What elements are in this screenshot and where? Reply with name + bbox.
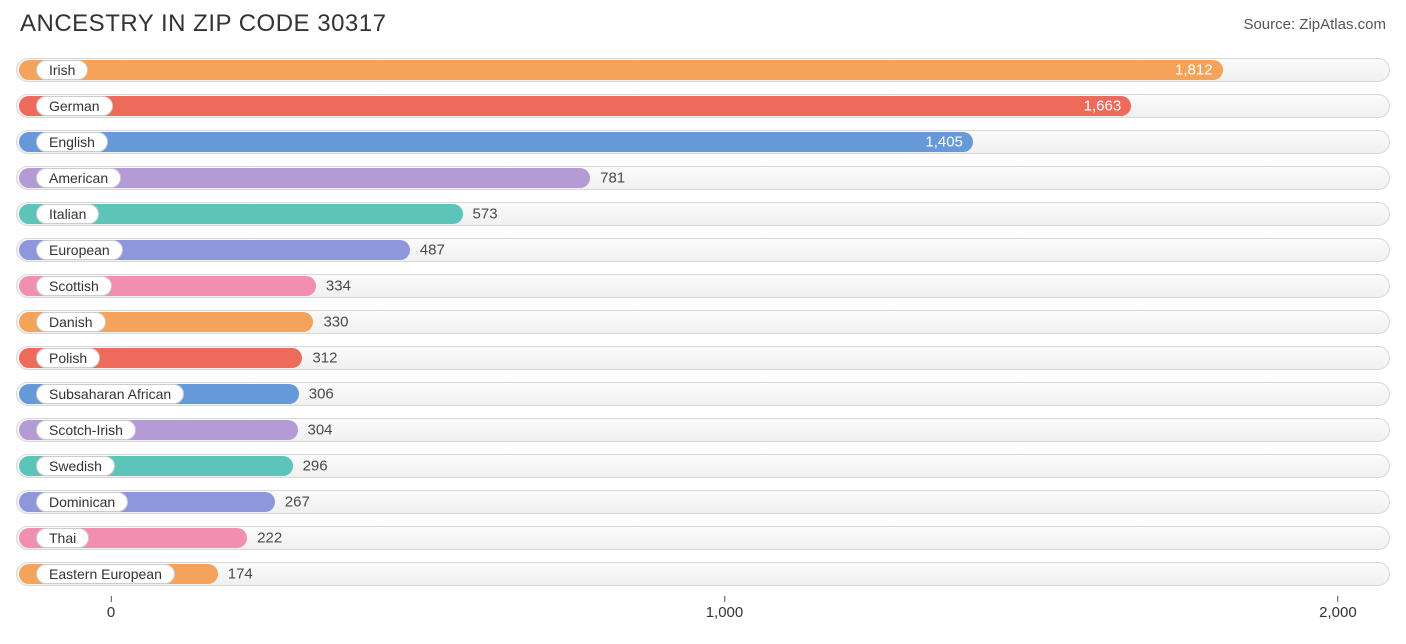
tick-label: 2,000 <box>1319 604 1357 621</box>
bar-value: 1,812 <box>1175 62 1213 79</box>
bar-value: 334 <box>326 278 351 295</box>
bar-value: 1,405 <box>925 134 963 151</box>
bar-label-pill: American <box>36 168 121 188</box>
axis-tick: 2,000 <box>1319 596 1357 621</box>
bar-row: Dominican 267 <box>16 488 1390 516</box>
x-axis: 0 1,000 2,000 <box>16 596 1390 626</box>
bar-value: 573 <box>473 206 498 223</box>
bar-label-pill: Subsaharan African <box>36 384 184 404</box>
bar-fill <box>19 132 973 152</box>
bar-label-pill: European <box>36 240 123 260</box>
bar-label-pill: Scottish <box>36 276 112 296</box>
chart-header: ANCESTRY IN ZIP CODE 30317 Source: ZipAt… <box>16 10 1390 38</box>
bar-value: 267 <box>285 494 310 511</box>
bar-fill <box>19 96 1131 116</box>
bar-row: Subsaharan African 306 <box>16 380 1390 408</box>
chart-bars: Irish 1,812 German 1,663 English 1,405 America… <box>16 56 1390 588</box>
bar-label-pill: Thai <box>36 528 89 548</box>
chart-area: Irish 1,812 German 1,663 English 1,405 America… <box>16 56 1390 626</box>
bar-label-pill: Irish <box>36 60 88 80</box>
bar-label-pill: Swedish <box>36 456 115 476</box>
bar-label-pill: Italian <box>36 204 99 224</box>
bar-value: 330 <box>323 314 348 331</box>
bar-value: 312 <box>312 350 337 367</box>
bar-row: English 1,405 <box>16 128 1390 156</box>
bar-row: Scotch-Irish 304 <box>16 416 1390 444</box>
chart-title: ANCESTRY IN ZIP CODE 30317 <box>20 10 386 38</box>
chart-source: Source: ZipAtlas.com <box>1243 10 1386 33</box>
bar-value: 487 <box>420 242 445 259</box>
bar-label-pill: Eastern European <box>36 564 175 584</box>
bar-row: German 1,663 <box>16 92 1390 120</box>
bar-row: Polish 312 <box>16 344 1390 372</box>
bar-value: 1,663 <box>1084 98 1122 115</box>
bar-fill <box>19 60 1223 80</box>
bar-row: Eastern European 174 <box>16 560 1390 588</box>
bar-row: Danish 330 <box>16 308 1390 336</box>
axis-tick: 1,000 <box>706 596 744 621</box>
bar-label-pill: Dominican <box>36 492 128 512</box>
bar-value: 304 <box>308 422 333 439</box>
tick-line <box>111 596 112 602</box>
tick-line <box>724 596 725 602</box>
tick-line <box>1337 596 1338 602</box>
bar-row: Irish 1,812 <box>16 56 1390 84</box>
bar-value: 306 <box>309 386 334 403</box>
bar-value: 222 <box>257 530 282 547</box>
bar-label-pill: Polish <box>36 348 100 368</box>
bar-row: European 487 <box>16 236 1390 264</box>
bar-row: Italian 573 <box>16 200 1390 228</box>
bar-value: 296 <box>303 458 328 475</box>
tick-label: 1,000 <box>706 604 744 621</box>
bar-value: 174 <box>228 566 253 583</box>
bar-row: Scottish 334 <box>16 272 1390 300</box>
bar-label-pill: Scotch-Irish <box>36 420 136 440</box>
tick-label: 0 <box>107 604 115 621</box>
bar-row: American 781 <box>16 164 1390 192</box>
chart-container: ANCESTRY IN ZIP CODE 30317 Source: ZipAt… <box>0 0 1406 644</box>
bar-label-pill: German <box>36 96 113 116</box>
bar-label-pill: English <box>36 132 108 152</box>
bar-value: 781 <box>600 170 625 187</box>
bar-row: Swedish 296 <box>16 452 1390 480</box>
bar-row: Thai 222 <box>16 524 1390 552</box>
axis-tick: 0 <box>107 596 115 621</box>
bar-label-pill: Danish <box>36 312 106 332</box>
bar-track <box>16 562 1390 586</box>
